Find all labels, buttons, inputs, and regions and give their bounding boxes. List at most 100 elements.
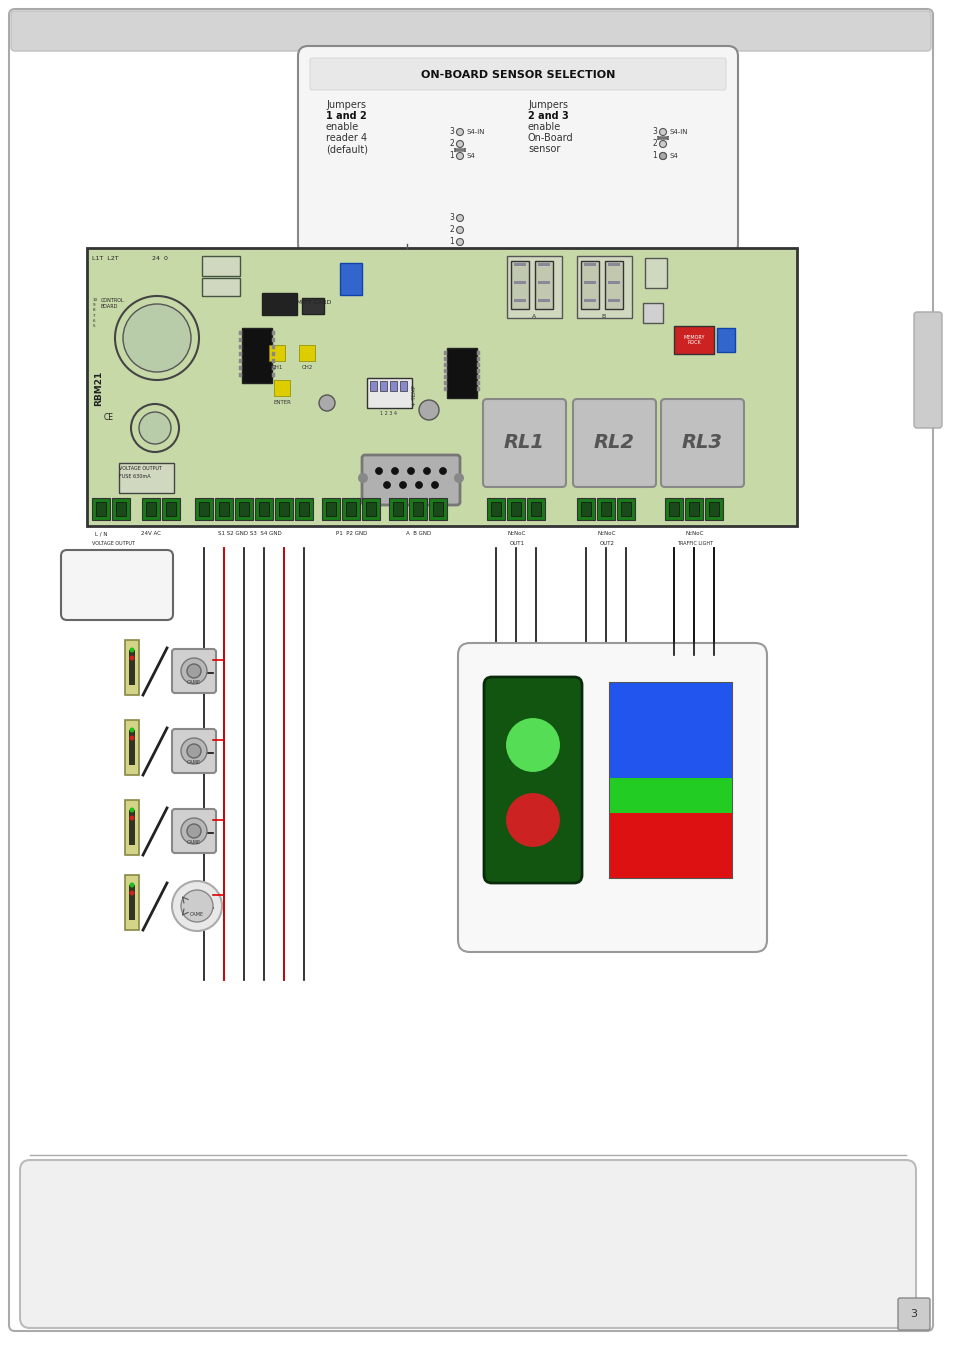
Bar bbox=[409, 499, 427, 520]
Bar bbox=[580, 503, 590, 516]
FancyBboxPatch shape bbox=[457, 643, 766, 952]
Bar bbox=[476, 381, 479, 385]
Circle shape bbox=[181, 738, 207, 765]
Text: PROXIMITY CARD: PROXIMITY CARD bbox=[278, 300, 332, 305]
Bar bbox=[443, 357, 447, 361]
Circle shape bbox=[181, 817, 207, 844]
Text: S4-IN: S4-IN bbox=[467, 128, 485, 135]
Bar bbox=[583, 281, 596, 284]
Text: Jumpers: Jumpers bbox=[527, 100, 567, 109]
Text: 10
9
8
7
6
5: 10 9 8 7 6 5 bbox=[92, 299, 98, 328]
Text: NcNoC: NcNoC bbox=[507, 531, 526, 536]
Circle shape bbox=[115, 296, 199, 380]
Circle shape bbox=[318, 394, 335, 411]
Bar bbox=[476, 357, 479, 361]
Text: CH2: CH2 bbox=[301, 365, 313, 370]
Bar bbox=[302, 299, 324, 313]
Bar bbox=[620, 503, 630, 516]
Circle shape bbox=[454, 473, 463, 484]
Text: S4: S4 bbox=[669, 153, 678, 159]
Circle shape bbox=[130, 816, 134, 820]
Bar bbox=[294, 499, 313, 520]
Text: NcNoC: NcNoC bbox=[598, 531, 616, 536]
Circle shape bbox=[131, 404, 179, 453]
Text: FUSE 630mA: FUSE 630mA bbox=[119, 474, 151, 480]
Circle shape bbox=[130, 890, 134, 896]
FancyBboxPatch shape bbox=[297, 46, 738, 254]
Circle shape bbox=[456, 215, 463, 222]
FancyBboxPatch shape bbox=[172, 809, 215, 852]
Circle shape bbox=[456, 141, 463, 147]
Bar bbox=[443, 386, 447, 390]
Circle shape bbox=[187, 824, 201, 838]
Circle shape bbox=[659, 153, 666, 159]
Bar bbox=[112, 499, 130, 520]
Text: S1 S2 GND S3  S4 GND: S1 S2 GND S3 S4 GND bbox=[218, 531, 281, 536]
Bar bbox=[607, 299, 619, 303]
Bar bbox=[162, 499, 180, 520]
Bar bbox=[234, 499, 253, 520]
Circle shape bbox=[659, 128, 666, 135]
Bar bbox=[491, 503, 500, 516]
Bar bbox=[644, 258, 666, 288]
Bar bbox=[129, 885, 135, 920]
Bar bbox=[239, 353, 242, 357]
Text: VOLTAGE OUTPUT: VOLTAGE OUTPUT bbox=[91, 540, 135, 546]
FancyBboxPatch shape bbox=[361, 455, 459, 505]
Bar bbox=[274, 380, 290, 396]
Bar bbox=[486, 499, 504, 520]
FancyBboxPatch shape bbox=[897, 1298, 929, 1329]
Bar bbox=[379, 381, 387, 390]
Bar bbox=[443, 351, 447, 355]
Bar bbox=[393, 503, 402, 516]
Bar bbox=[272, 373, 274, 377]
Bar bbox=[346, 503, 355, 516]
Bar bbox=[125, 875, 139, 929]
Bar bbox=[511, 261, 529, 309]
Bar bbox=[239, 345, 242, 349]
Circle shape bbox=[399, 481, 406, 489]
Text: CAME: CAME bbox=[190, 912, 204, 916]
Text: 3: 3 bbox=[449, 127, 454, 136]
Bar bbox=[433, 503, 442, 516]
Bar bbox=[366, 503, 375, 516]
Bar bbox=[609, 778, 731, 813]
Text: enable: enable bbox=[326, 122, 359, 132]
Bar bbox=[326, 503, 335, 516]
Circle shape bbox=[357, 473, 368, 484]
Bar bbox=[443, 363, 447, 367]
Bar bbox=[239, 338, 242, 342]
FancyBboxPatch shape bbox=[172, 648, 215, 693]
Text: B: B bbox=[601, 313, 605, 319]
Bar bbox=[476, 386, 479, 390]
Bar bbox=[535, 261, 553, 309]
Bar bbox=[219, 503, 229, 516]
Bar bbox=[272, 338, 274, 342]
Text: RL3: RL3 bbox=[680, 434, 721, 453]
Bar bbox=[116, 503, 126, 516]
Text: NcNoC: NcNoC bbox=[685, 531, 703, 536]
Text: 3: 3 bbox=[909, 1309, 917, 1319]
Bar bbox=[443, 369, 447, 373]
Bar bbox=[298, 345, 314, 361]
Text: S4: S4 bbox=[467, 153, 476, 159]
Text: P1  P2 GND: P1 P2 GND bbox=[336, 531, 367, 536]
Bar bbox=[514, 281, 525, 284]
Bar bbox=[166, 503, 175, 516]
Bar bbox=[642, 303, 662, 323]
Bar bbox=[704, 499, 722, 520]
Bar bbox=[239, 359, 242, 363]
Bar bbox=[476, 363, 479, 367]
Circle shape bbox=[187, 663, 201, 678]
Text: 2: 2 bbox=[449, 139, 454, 149]
Text: L1T  L2T: L1T L2T bbox=[91, 255, 118, 261]
Text: + TEMP: + TEMP bbox=[412, 385, 416, 407]
Text: CH1: CH1 bbox=[271, 365, 282, 370]
FancyBboxPatch shape bbox=[660, 399, 743, 486]
Bar bbox=[609, 684, 731, 878]
Circle shape bbox=[407, 467, 414, 474]
Circle shape bbox=[439, 467, 446, 474]
Bar bbox=[537, 281, 550, 284]
Circle shape bbox=[418, 400, 438, 420]
Text: OUT2: OUT2 bbox=[598, 540, 614, 546]
